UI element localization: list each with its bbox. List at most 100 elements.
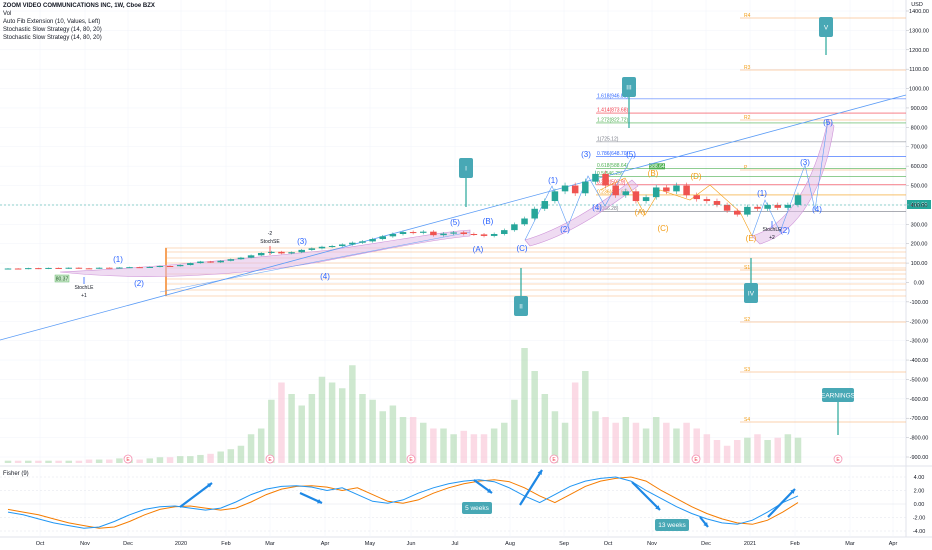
wave-label-orange: (D): [690, 172, 701, 181]
time-tick-label: Mar: [265, 541, 275, 547]
fisher-note-box: [462, 502, 492, 514]
volume-bar: [35, 460, 42, 463]
volume-bar: [470, 434, 478, 463]
strategy-labels: StochLE +1 StochSE -2 StochLE +2 80.37: [54, 221, 782, 299]
wave-label-blue: (1): [757, 189, 767, 198]
time-tick-label: Apr: [889, 541, 898, 547]
candle-body: [501, 230, 508, 234]
volume-bar: [602, 417, 609, 463]
strategy-label: +1: [81, 293, 87, 299]
volume-bar: [673, 428, 680, 463]
volume-bar: [227, 449, 235, 463]
fib-highlight-box: [649, 163, 665, 170]
fisher-trigger-line: [7, 476, 799, 529]
earnings-marker: [833, 454, 843, 464]
candle-body: [257, 253, 265, 256]
candle-body: [551, 191, 559, 202]
fisher-arrow-head: [207, 483, 212, 488]
price-tick-label: -800.00: [910, 436, 929, 442]
volume-bar: [663, 422, 670, 463]
price-tick-label: 1000.00: [909, 87, 929, 93]
fisher-arrow-shaft: [179, 482, 213, 508]
wave-label-blue: (C): [516, 244, 527, 253]
volume-bar: [713, 440, 721, 463]
volume-bar: [622, 417, 630, 463]
volume-bar: [278, 382, 285, 463]
volume-bar: [187, 456, 194, 463]
candle-body: [592, 173, 599, 182]
wave-label-orange: (A): [635, 208, 646, 217]
pivot-label: S1: [744, 265, 750, 271]
candle-body: [784, 204, 792, 208]
fisher-note-label: 13 weeks: [658, 522, 686, 529]
volume-bar: [338, 388, 346, 463]
candle-body: [754, 206, 761, 209]
candle-body: [703, 199, 711, 202]
volume-bar: [460, 430, 468, 463]
callout-label: V: [824, 25, 829, 32]
indicator-auto-fib: Auto Fib Extension (10, Values, Left): [3, 19, 100, 25]
candle-body: [379, 236, 386, 240]
volume-bar: [703, 434, 711, 463]
candle-body: [116, 267, 123, 269]
earnings-marker: [123, 454, 133, 464]
candle-body: [25, 268, 32, 270]
volume-bar: [106, 459, 113, 463]
wave-label-blue: (5): [450, 218, 460, 227]
volume-bar: [612, 422, 619, 463]
fisher-arrow-head: [703, 522, 708, 527]
price-tick-label: 0.00: [914, 280, 925, 286]
candle-body: [490, 234, 498, 236]
callout-box: [819, 17, 833, 37]
candle-body: [511, 224, 518, 231]
volume-bar: [490, 428, 498, 463]
pivot-label: R2: [744, 115, 751, 121]
wave-label-blue: (4): [320, 272, 330, 281]
price-tick-label: -700.00: [910, 416, 929, 422]
candle-body: [369, 239, 376, 242]
candle-body: [4, 268, 12, 270]
candle-body: [450, 232, 457, 234]
candle-body: [227, 259, 235, 261]
volume-bar: [794, 437, 802, 463]
candle-body: [440, 233, 447, 236]
callout-ii: II: [514, 268, 528, 316]
fisher-tick-label: -2.00: [913, 516, 926, 522]
candle-body: [693, 195, 700, 200]
candle-body: [632, 191, 640, 202]
candle-body: [146, 266, 154, 268]
fisher-tick-label: 2.00: [914, 489, 925, 495]
candle-body: [237, 257, 245, 260]
earnings-marker-label: E: [694, 457, 698, 463]
candle-body: [713, 201, 721, 205]
volume-bar: [420, 422, 427, 463]
volume-bar: [197, 454, 204, 463]
candle-body: [521, 218, 528, 225]
time-tick-label: 2020: [175, 541, 187, 547]
pivot-label: P: [744, 165, 748, 171]
price-axis[interactable]: 1400.00 1300.00 1200.00 1100.00 1000.00 900.0…: [906, 9, 929, 461]
strategy-label: StochLE: [75, 285, 95, 291]
earnings-marker-label: E: [836, 457, 840, 463]
symbol-title: ZOOM VIDEO COMMUNICATIONS INC, 1W, Cboe …: [3, 3, 155, 9]
strategy-label: -2: [268, 231, 273, 237]
entry-tag-box: [54, 274, 70, 283]
fisher-tick-label: -4.00: [913, 529, 926, 535]
time-tick-label: Jul: [451, 541, 458, 547]
fisher-arrow-shaft: [519, 469, 543, 506]
volume-bar: [237, 445, 245, 463]
candle-body: [207, 261, 214, 263]
volume-bar: [389, 405, 397, 463]
chart-legend: ZOOM VIDEO COMMUNICATIONS INC, 1W, Cboe …: [3, 3, 155, 41]
time-axis[interactable]: Oct Nov Dec 2020 Feb Mar Apr May Jun Jul Aug Sep Oct…: [36, 541, 898, 547]
fib-ext-label: 0.382(503.9): [597, 179, 626, 185]
earnings-marker-label: E: [409, 457, 413, 463]
time-tick-label: Aug: [505, 541, 515, 547]
wave-label-blue: (B): [483, 217, 494, 226]
volume-bar: [764, 440, 771, 463]
volume-bar: [501, 422, 508, 463]
wave-label-blue: (5): [823, 118, 833, 127]
candle-body: [399, 232, 407, 234]
callout-box: [459, 158, 473, 178]
